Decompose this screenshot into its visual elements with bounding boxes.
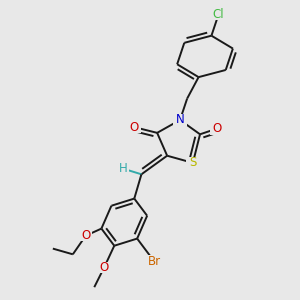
FancyBboxPatch shape [211, 8, 226, 20]
Text: H: H [118, 162, 127, 175]
FancyBboxPatch shape [80, 230, 92, 241]
Text: S: S [189, 156, 197, 170]
FancyBboxPatch shape [145, 256, 164, 268]
FancyBboxPatch shape [98, 262, 110, 273]
Text: N: N [176, 113, 184, 127]
Text: O: O [100, 261, 109, 274]
Text: O: O [212, 122, 222, 135]
Text: Br: Br [148, 255, 161, 268]
FancyBboxPatch shape [117, 163, 129, 174]
FancyBboxPatch shape [173, 114, 187, 126]
Text: O: O [130, 121, 139, 134]
FancyBboxPatch shape [210, 123, 224, 135]
FancyBboxPatch shape [128, 121, 141, 133]
FancyBboxPatch shape [186, 157, 200, 169]
Text: Cl: Cl [213, 8, 224, 21]
Text: O: O [81, 229, 90, 242]
